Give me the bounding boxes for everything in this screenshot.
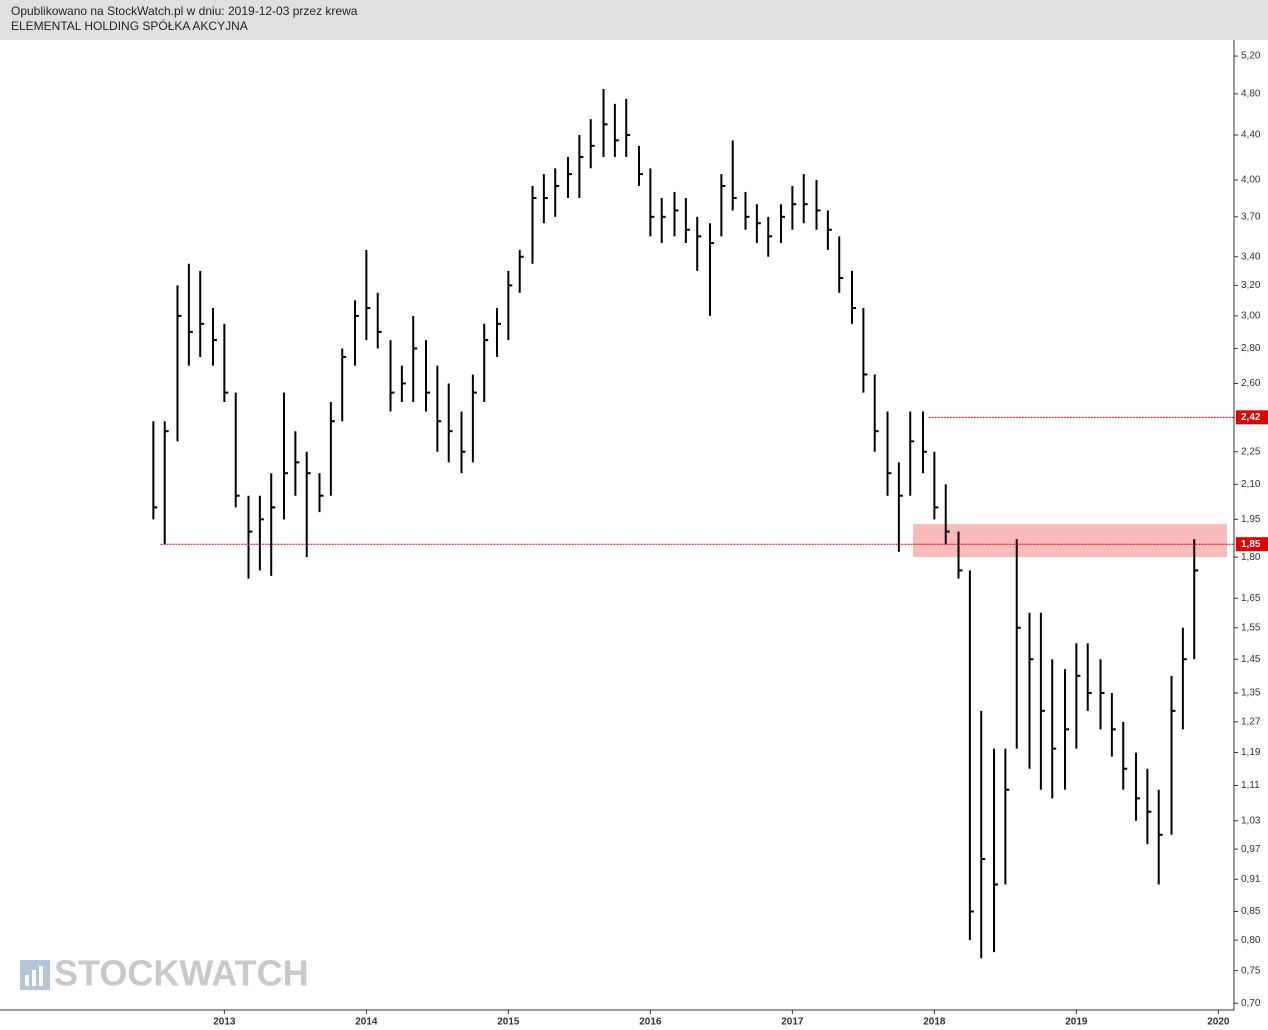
y-tick-label: 0,70 [1241, 998, 1261, 1009]
y-tick-label: 0,85 [1241, 906, 1261, 917]
y-tick-label: 1,95 [1241, 514, 1261, 525]
watermark-icon [20, 960, 50, 990]
x-tick-label: 2019 [1065, 1017, 1088, 1028]
y-tick-label: 3,70 [1241, 211, 1261, 222]
watermark-icon [25, 975, 29, 986]
level-label-box [1236, 537, 1268, 552]
y-tick-label: 4,00 [1241, 175, 1261, 186]
y-tick-label: 0,97 [1241, 844, 1261, 855]
y-tick-label: 1,03 [1241, 815, 1261, 826]
y-tick-label: 1,11 [1241, 780, 1260, 791]
y-tick-label: 1,45 [1241, 654, 1261, 665]
instrument-name: ELEMENTAL HOLDING SPÓŁKA AKCYJNA [11, 18, 248, 33]
level-label-box [1236, 410, 1268, 425]
y-tick-label: 1,35 [1241, 688, 1261, 699]
watermark: STOCKWATCH [20, 953, 309, 994]
y-tick-label: 0,91 [1241, 874, 1261, 885]
y-tick-label: 2,80 [1241, 343, 1261, 354]
y-tick-label: 2,60 [1241, 378, 1261, 389]
header-bar [0, 0, 1268, 40]
y-tick-label: 3,00 [1241, 311, 1261, 322]
y-tick-label: 0,80 [1241, 935, 1261, 946]
level-label: 2,42 [1241, 412, 1261, 423]
watermark-text: STOCKWATCH [54, 953, 309, 994]
y-tick-label: 1,19 [1241, 747, 1261, 758]
x-tick-label: 2017 [781, 1017, 804, 1028]
x-tick-label: 2018 [923, 1017, 946, 1028]
y-tick-label: 3,40 [1241, 251, 1261, 262]
watermark-icon [32, 970, 36, 986]
x-tick-label: 2014 [355, 1017, 378, 1028]
watermark-icon [39, 966, 43, 986]
y-tick-label: 2,10 [1241, 479, 1261, 490]
y-tick-label: 5,20 [1241, 51, 1261, 62]
x-tick-label: 2015 [497, 1017, 520, 1028]
x-tick-label: 2020 [1207, 1017, 1230, 1028]
y-tick-label: 4,40 [1241, 130, 1261, 141]
zone [913, 524, 1227, 558]
y-tick-label: 1,80 [1241, 552, 1261, 563]
x-tick-label: 2016 [639, 1017, 662, 1028]
y-tick-label: 0,75 [1241, 965, 1261, 976]
level-label: 1,85 [1241, 539, 1261, 550]
y-tick-label: 1,65 [1241, 593, 1261, 604]
y-tick-label: 3,20 [1241, 280, 1261, 291]
y-tick-label: 4,80 [1241, 89, 1261, 100]
y-tick-label: 2,25 [1241, 446, 1261, 457]
x-tick-label: 2013 [213, 1017, 236, 1028]
y-tick-label: 1,27 [1241, 716, 1261, 727]
published-text: Opublikowano na StockWatch.pl w dniu: 20… [11, 4, 358, 18]
y-tick-label: 1,55 [1241, 622, 1261, 633]
